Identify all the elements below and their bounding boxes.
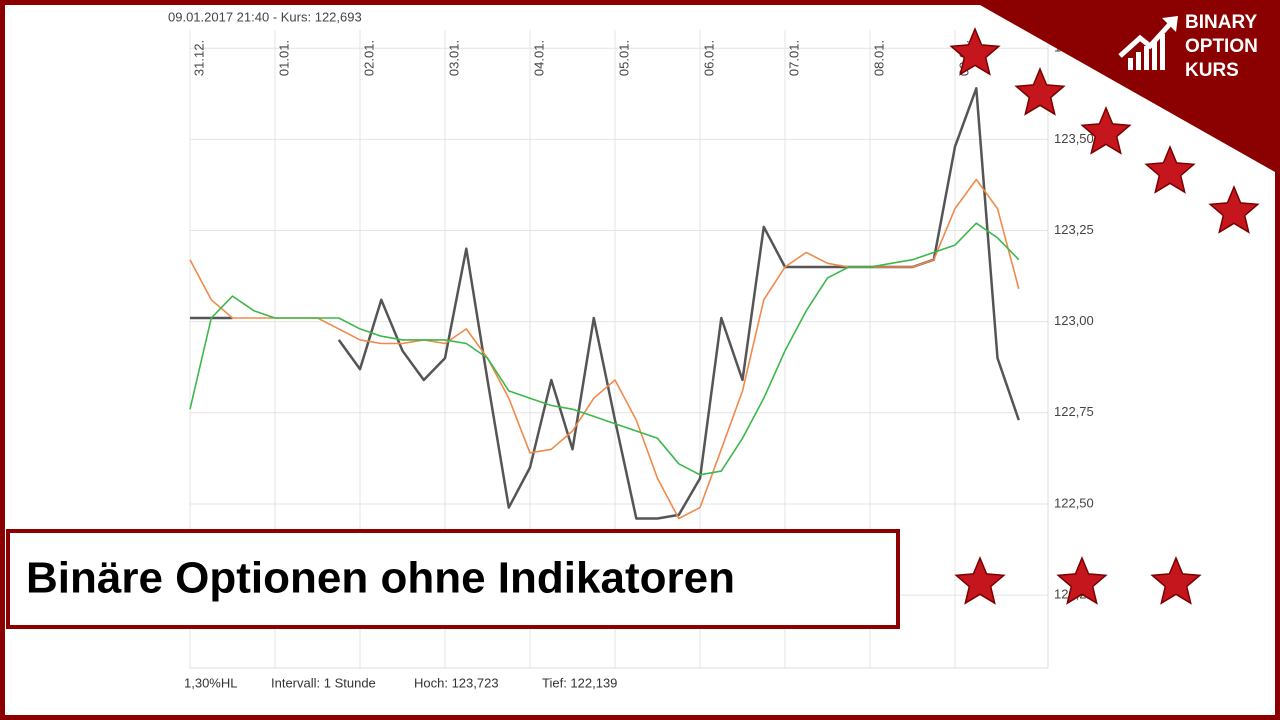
star — [1150, 556, 1202, 605]
footer-text: 1,30%HL — [184, 675, 237, 690]
x-tick-label: 01.01. — [276, 40, 291, 76]
y-tick-label: 122,75 — [1054, 404, 1094, 419]
x-tick-label: 31.12. — [191, 40, 206, 76]
logo-icon — [1118, 16, 1178, 70]
footer-text: Hoch: 123,723 — [414, 675, 499, 690]
series-line — [190, 87, 1020, 520]
logo: BINARY OPTION KURS — [980, 5, 1275, 172]
chart-header: 09.01.2017 21:40 - Kurs: 122,693 — [168, 9, 362, 24]
series-line — [189, 178, 1020, 520]
star — [1144, 145, 1196, 194]
y-tick-label: 122,50 — [1054, 495, 1094, 510]
x-tick-label: 05.01. — [616, 40, 631, 76]
chart: 122,25122,50122,75123,00123,25123,50123,… — [189, 30, 1094, 669]
x-tick-label: 03.01. — [446, 40, 461, 76]
logo-text: OPTION — [1185, 36, 1258, 57]
y-tick-label: 123,00 — [1054, 313, 1094, 328]
x-tick-label: 02.01. — [361, 40, 376, 76]
x-tick-label: 07.01. — [786, 40, 801, 76]
star — [1208, 185, 1260, 234]
logo-text: KURS — [1185, 60, 1239, 81]
star — [949, 27, 1001, 76]
x-tick-label: 06.01. — [701, 40, 716, 76]
y-tick-label: 123,25 — [1054, 222, 1094, 237]
footer-text: Intervall: 1 Stunde — [271, 675, 376, 690]
stars — [949, 27, 1260, 605]
title: Binäre Optionen ohne Indikatoren — [26, 554, 735, 603]
star — [1014, 67, 1066, 116]
series-line — [189, 222, 1020, 476]
title-box — [6, 529, 900, 629]
logo-text: BINARY — [1185, 12, 1257, 33]
star — [954, 556, 1006, 605]
logo-corner — [980, 5, 1275, 172]
star — [1080, 106, 1132, 155]
star — [1056, 556, 1108, 605]
x-tick-label: 08.01. — [871, 40, 886, 76]
y-tick-label: 123,50 — [1054, 131, 1094, 146]
footer-text: Tief: 122,139 — [542, 675, 617, 690]
x-tick-label: 04.01. — [531, 40, 546, 76]
